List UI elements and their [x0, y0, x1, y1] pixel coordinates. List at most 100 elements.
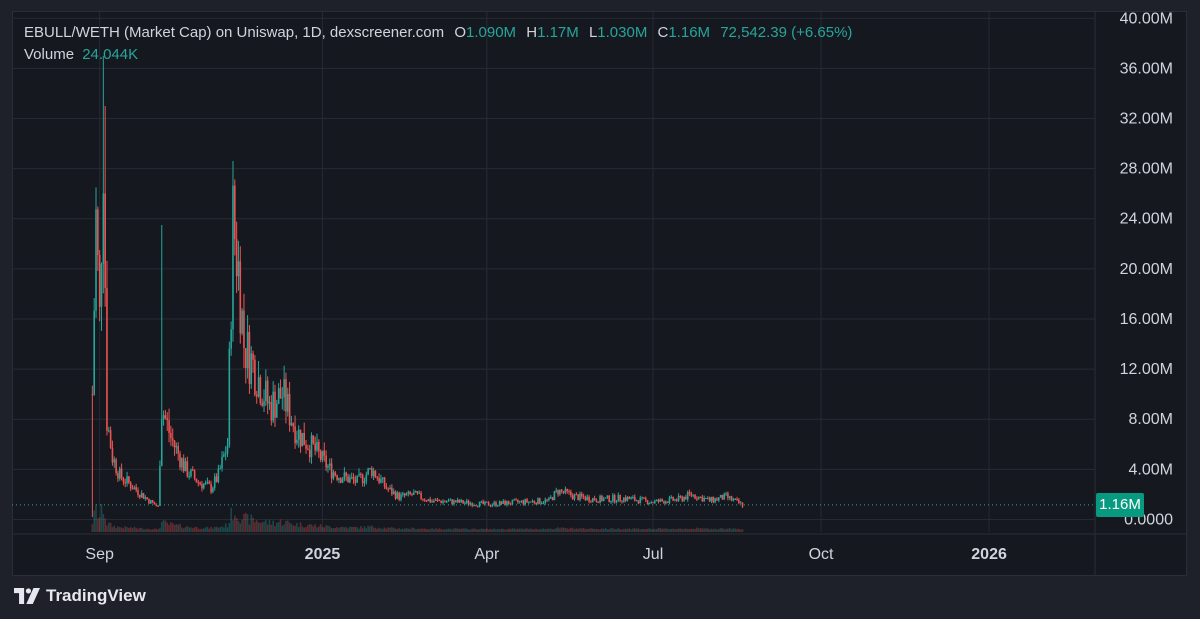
- candle-body: [646, 499, 649, 504]
- candle-body: [133, 487, 136, 490]
- candle-body: [113, 459, 116, 463]
- candle-body: [142, 493, 145, 499]
- volume-bar: [559, 528, 561, 532]
- volume-bar: [526, 528, 528, 532]
- volume-bar: [186, 526, 189, 532]
- y-tick-label: 32.00M: [1120, 111, 1173, 128]
- volume-bar: [721, 528, 724, 532]
- candle-body: [434, 499, 437, 501]
- volume-bar: [210, 526, 212, 532]
- candle-body: [235, 239, 238, 277]
- candle-body: [697, 496, 700, 500]
- volume-bar: [730, 529, 733, 532]
- volume-bar: [422, 528, 424, 532]
- volume-bar: [652, 528, 654, 532]
- volume-bar: [241, 519, 243, 532]
- candle-body: [595, 500, 598, 502]
- candle-body: [184, 461, 187, 472]
- candle-body: [307, 448, 309, 450]
- candle-body: [504, 500, 506, 506]
- y-axis[interactable]: 0.00004.00M8.00M12.00M16.00M20.00M24.00M…: [1120, 10, 1173, 528]
- volume-bar: [573, 529, 576, 532]
- volume-bar: [650, 529, 653, 532]
- candle-body: [447, 500, 450, 502]
- candle-body: [601, 495, 603, 502]
- volume-bar: [659, 528, 662, 532]
- volume-bar: [423, 528, 426, 532]
- candle-body: [372, 470, 375, 477]
- volume-bar: [274, 526, 276, 532]
- volume-bar: [710, 528, 713, 532]
- volume-bar: [352, 526, 355, 532]
- candle-body: [502, 500, 505, 504]
- candle-body: [310, 435, 313, 458]
- footer-branding[interactable]: TradingView: [14, 586, 146, 606]
- footer-brand-name: TradingView: [46, 586, 146, 605]
- volume-bar: [674, 529, 676, 532]
- volume-bar: [162, 520, 165, 532]
- volume-bar: [266, 524, 269, 532]
- candle-body: [164, 415, 167, 419]
- candle-body: [230, 329, 232, 349]
- volume-bar: [495, 529, 497, 532]
- candle-body: [699, 496, 702, 498]
- candle-body: [449, 499, 452, 501]
- volume-bar: [307, 525, 309, 532]
- volume-bar: [208, 528, 211, 532]
- volume-bar: [701, 528, 704, 532]
- candle-body: [736, 499, 738, 501]
- volume-bar: [708, 529, 711, 532]
- candle-body: [672, 496, 674, 501]
- legend-close-key: C: [657, 24, 669, 41]
- candle-body: [436, 499, 439, 501]
- volume-bar: [159, 527, 161, 532]
- volume-bar: [604, 528, 607, 532]
- volume-bar: [257, 522, 260, 532]
- candle-body: [582, 496, 585, 498]
- x-axis[interactable]: Sep 2025 Apr Jul Oct 2026: [85, 546, 1007, 563]
- volume-bar: [712, 529, 715, 532]
- candle-body: [560, 489, 563, 492]
- candle-body: [487, 502, 490, 506]
- candle-body: [464, 502, 466, 504]
- volume-bar: [467, 529, 470, 532]
- volume-bar: [610, 527, 612, 532]
- volume-bar: [681, 528, 684, 532]
- volume-bar: [341, 526, 344, 532]
- candle-body: [367, 468, 369, 475]
- volume-bar: [389, 527, 391, 532]
- candle-body: [444, 501, 446, 503]
- candle-body: [283, 379, 285, 398]
- volume-bar: [431, 528, 433, 532]
- candle-body: [215, 476, 218, 482]
- volume-bar: [513, 528, 516, 532]
- candle-body: [107, 430, 110, 432]
- candle-body: [232, 185, 234, 330]
- volume-bar: [224, 523, 227, 532]
- volume-bar: [540, 528, 543, 532]
- candle-body: [429, 499, 432, 503]
- candle-body: [369, 468, 371, 470]
- candle-body: [252, 353, 254, 360]
- volume-bar: [124, 526, 127, 532]
- volume-bar: [303, 527, 306, 532]
- volume-bar: [383, 527, 386, 532]
- candle-body: [628, 496, 631, 499]
- volume-bar: [617, 528, 620, 532]
- candle-body: [405, 493, 408, 496]
- candle-body: [115, 459, 117, 474]
- candle-body: [312, 435, 315, 444]
- volume-bar: [484, 528, 486, 532]
- volume-bar: [531, 529, 534, 532]
- candle-body: [451, 499, 453, 504]
- candle-body: [423, 499, 426, 501]
- candle-body: [117, 473, 119, 479]
- candle-body: [186, 461, 189, 477]
- candle-body: [469, 503, 472, 505]
- candle-body: [190, 469, 192, 477]
- candle-body: [612, 495, 614, 502]
- candle-body: [666, 501, 669, 503]
- volume-bar: [347, 528, 349, 532]
- volume-bar: [628, 528, 631, 532]
